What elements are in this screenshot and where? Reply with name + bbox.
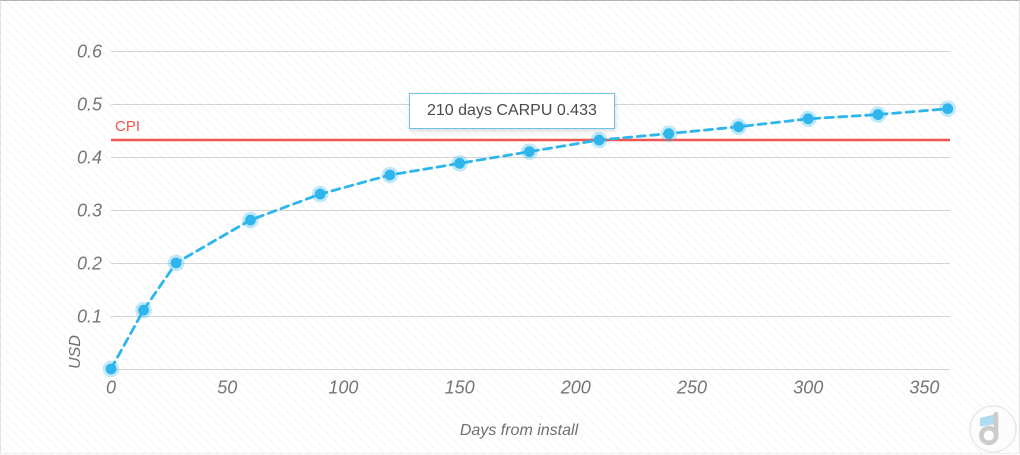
y-tick-label: 0.4	[77, 148, 102, 168]
data-point[interactable]	[593, 134, 605, 146]
data-point[interactable]	[663, 128, 675, 140]
x-tick-label: 300	[793, 378, 823, 398]
x-tick-label: 250	[676, 378, 707, 398]
x-tick-label: 150	[445, 378, 475, 398]
data-point[interactable]	[872, 109, 884, 120]
y-axis-title: USD	[67, 335, 84, 369]
data-point[interactable]	[138, 304, 149, 316]
devtodev-logo-watermark	[969, 405, 1017, 453]
tooltip-text: 210 days CARPU 0.433	[427, 102, 597, 119]
data-point[interactable]	[384, 169, 396, 181]
x-tick-label: 350	[909, 378, 939, 398]
logo-blue-flag	[980, 414, 996, 427]
data-point[interactable]	[314, 188, 326, 200]
data-point[interactable]	[454, 157, 466, 169]
data-point[interactable]	[245, 214, 256, 226]
data-point[interactable]	[105, 363, 117, 375]
data-point[interactable]	[942, 103, 954, 115]
data-point[interactable]	[802, 113, 814, 125]
x-tick-label: 100	[328, 378, 358, 398]
x-tick-label: 50	[217, 378, 237, 398]
y-tick-label: 0.5	[77, 95, 103, 115]
y-tick-label: 0.1	[77, 307, 102, 327]
y-tick-label: 0.2	[77, 254, 102, 274]
y-tick-label: 0.3	[77, 201, 102, 221]
x-axis-title: Days from install	[459, 422, 579, 439]
tooltip: 210 days CARPU 0.433	[409, 93, 615, 129]
logo-d-bowl	[979, 425, 999, 446]
x-tick-label: 200	[560, 378, 591, 398]
carpu-line[interactable]	[109, 107, 950, 371]
data-point[interactable]	[523, 146, 535, 158]
data-point[interactable]	[733, 121, 744, 133]
cpi-line-label: CPI	[115, 118, 141, 135]
y-tick-label: 0.6	[77, 42, 103, 62]
x-tick-label: 0	[106, 378, 116, 398]
data-point[interactable]	[170, 257, 182, 269]
